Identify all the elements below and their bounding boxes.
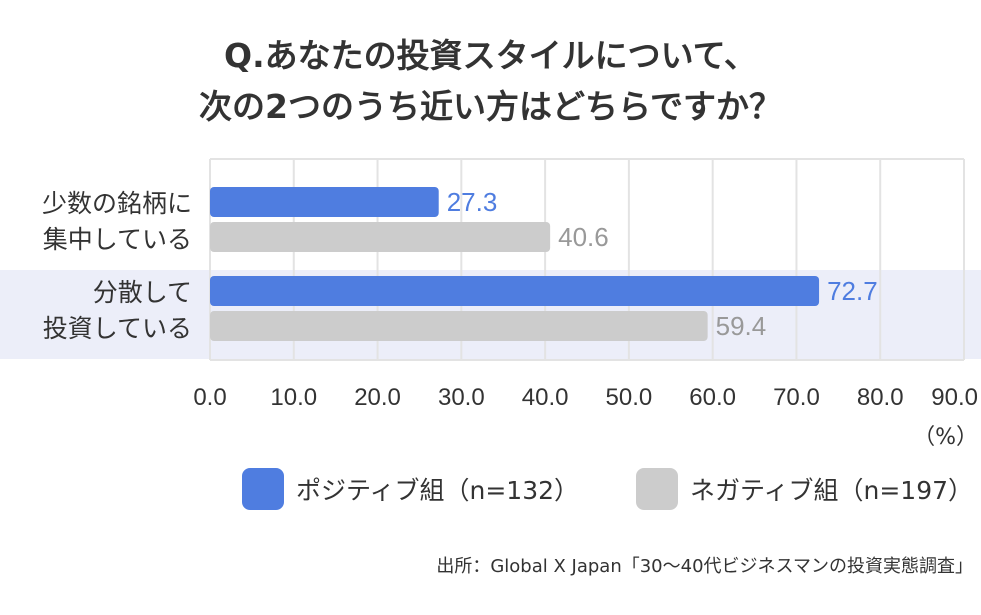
title-line-2: 次の2つのうち近い方はどちらですか？	[199, 87, 782, 126]
legend-label-negative: ネガティブ組（n=197）	[690, 476, 974, 505]
category-label: 集中している	[43, 225, 192, 254]
bar-value-label: 59.4	[716, 311, 767, 341]
category-label: 少数の銘柄に	[42, 189, 192, 218]
legend-item-negative: ネガティブ組（n=197）	[636, 468, 973, 510]
source-note: 出所：Global X Japan「30〜40代ビジネスマンの投資実態調査」	[436, 556, 973, 577]
bar	[210, 276, 820, 306]
title-line-1: Q.あなたの投資スタイルについて、	[224, 36, 757, 75]
x-tick-label: 10.0	[270, 384, 317, 411]
x-tick-label: 50.0	[606, 384, 653, 411]
legend: ポジティブ組（n=132） ネガティブ組（n=197）	[0, 468, 981, 514]
x-tick-label: 80.0	[857, 384, 904, 411]
legend-item-positive: ポジティブ組（n=132）	[242, 468, 579, 510]
legend-swatch-positive	[242, 468, 284, 510]
legend-label-positive: ポジティブ組（n=132）	[296, 476, 580, 505]
chart-title: Q.あなたの投資スタイルについて、 次の2つのうち近い方はどちらですか？	[0, 30, 981, 132]
legend-swatch-negative	[636, 468, 678, 510]
bar	[210, 222, 551, 252]
bar-value-label: 40.6	[558, 222, 609, 252]
bar-value-label: 72.7	[827, 276, 878, 306]
x-tick-label: 60.0	[689, 384, 736, 411]
x-tick-label: 30.0	[438, 384, 485, 411]
x-tick-label: 40.0	[522, 384, 569, 411]
category-label: 分散して	[93, 278, 192, 307]
x-tick-label: 70.0	[773, 384, 820, 411]
x-tick-label: 20.0	[354, 384, 401, 411]
bar-value-label: 27.3	[447, 187, 498, 217]
x-tick-label: 90.0	[931, 384, 978, 411]
bar	[210, 187, 439, 217]
x-unit-label: （%）	[913, 425, 978, 450]
bar	[210, 311, 708, 341]
category-label: 投資している	[43, 314, 192, 343]
x-tick-label: 0.0	[193, 384, 226, 411]
